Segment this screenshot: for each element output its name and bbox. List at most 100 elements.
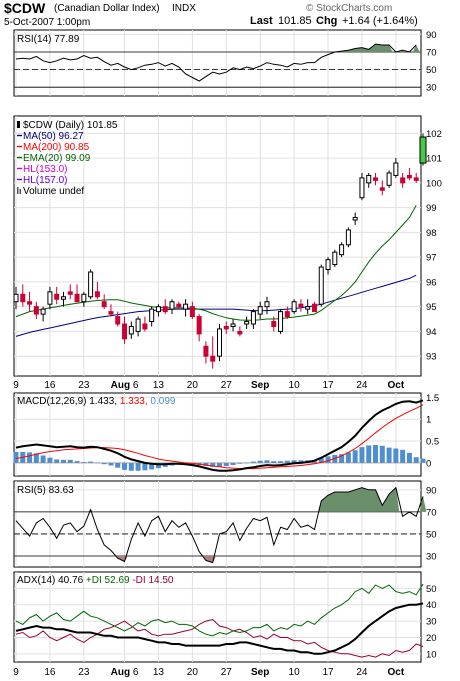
candle-body <box>108 311 114 315</box>
adx-ytick-label: 50 <box>426 584 437 595</box>
candle-body <box>210 355 216 362</box>
candle-body <box>271 321 277 327</box>
candle-body <box>237 330 243 335</box>
macd-histogram-bar <box>142 462 148 471</box>
candle-body <box>155 306 161 313</box>
candle-body <box>400 177 406 184</box>
x-axis-label-bottom: 23 <box>78 667 90 678</box>
x-axis-label-bottom: 13 <box>153 667 165 678</box>
macd-histogram-bar <box>250 461 256 463</box>
candle-body <box>386 172 392 186</box>
macd-histogram-bar <box>33 453 39 463</box>
x-axis-label-top: 24 <box>356 380 368 391</box>
rsi5-overbought-fill <box>419 496 427 512</box>
rsi5-ytick-label: 70 <box>426 507 437 518</box>
candle-body <box>27 301 33 305</box>
x-axis-label-top: 10 <box>289 380 301 391</box>
adx-minus-di-line <box>15 618 424 658</box>
rsi14-ytick-label: 50 <box>426 65 437 76</box>
candle-body <box>366 174 372 184</box>
macd-histogram-bar <box>352 450 358 463</box>
x-axis-label-bottom: 17 <box>322 667 334 678</box>
rsi5-overbought-fill <box>317 487 400 512</box>
candle-body <box>373 177 379 181</box>
candle-body-last <box>419 136 427 164</box>
macd-histogram-bar <box>359 447 365 463</box>
price-ytick-label: 94 <box>426 327 437 338</box>
macd-histogram-bar <box>115 462 121 468</box>
x-axis-label-bottom: Oct <box>388 667 405 678</box>
candle-body <box>101 301 107 308</box>
candle-body <box>60 296 66 300</box>
macd-histogram-bar <box>67 459 73 463</box>
price-legend-swatch <box>17 121 20 128</box>
macd-histogram-bar <box>325 456 331 463</box>
candle-body <box>311 303 317 313</box>
candle-body <box>291 301 297 313</box>
price-legend-entry: MA(200) 90.85 <box>23 142 90 153</box>
price-legend-entry: HL(153.0) <box>23 164 67 175</box>
x-axis-label-top: 23 <box>78 380 90 391</box>
candle-body <box>413 177 419 181</box>
x-axis-label-top: 16 <box>44 380 56 391</box>
candle-body <box>318 266 324 305</box>
macd-histogram-bar <box>13 451 19 463</box>
candle-body <box>169 301 175 310</box>
macd-histogram-bar <box>264 460 270 463</box>
macd-histogram-bar <box>298 460 304 463</box>
ma50-line <box>15 274 417 337</box>
price-legend-entry: EMA(20) 99.09 <box>23 153 91 164</box>
rsi5-series-line <box>15 486 424 564</box>
macd-histogram-bar <box>237 462 243 464</box>
price-ytick-label: 99 <box>426 203 437 214</box>
x-axis-label-top: 13 <box>153 380 165 391</box>
candle-body <box>162 306 168 313</box>
candle-body <box>257 306 263 315</box>
macd-histogram-bar <box>223 462 229 466</box>
rsi14-overbought-fill <box>412 45 420 52</box>
macd-histogram-bar <box>230 462 236 466</box>
symbol: $CDW <box>4 0 46 16</box>
volume-legend-swatch <box>17 187 19 194</box>
candle-body <box>352 217 358 221</box>
candle-body <box>339 244 345 256</box>
macd-histogram-bar <box>420 458 426 463</box>
rsi14-ytick-label: 30 <box>426 83 437 94</box>
candle-body <box>393 162 399 176</box>
candle-body <box>128 325 134 335</box>
rsi14-overbought-fill <box>399 50 406 52</box>
macd-histogram-bar <box>128 462 134 471</box>
volume-legend-swatch <box>19 189 21 194</box>
candle-body <box>142 323 148 330</box>
macd-histogram-bar <box>373 444 379 463</box>
candle-body <box>40 308 46 315</box>
macd-histogram-bar <box>406 452 412 463</box>
macd-histogram-bar <box>155 462 161 469</box>
candle-body <box>217 328 222 357</box>
x-axis-label-top: Oct <box>388 380 405 391</box>
adx-ytick-label: 20 <box>426 633 437 644</box>
price-legend-entry: MA(50) 96.27 <box>23 131 84 142</box>
macd-histogram-bar <box>108 462 114 466</box>
candle-body <box>47 291 53 305</box>
macd-histogram-bar <box>318 458 324 463</box>
x-axis-label-bottom: Sep <box>251 667 269 678</box>
macd-ytick-label: 0.5 <box>426 437 439 448</box>
datetime: 5-Oct-2007 1:00pm <box>4 17 91 28</box>
candle-body <box>13 293 19 303</box>
macd-legend: MACD(12,26,9) 1.433, 1.333, 0.099 <box>17 396 176 407</box>
price-ytick-label: 97 <box>426 253 437 264</box>
x-axis-label-top: 20 <box>187 380 199 391</box>
x-axis-label-top: Aug 6 <box>111 380 139 391</box>
candle-body <box>33 306 39 315</box>
macd-histogram-bar <box>284 460 290 463</box>
macd-histogram-bar <box>386 447 392 463</box>
candle-body <box>20 293 26 303</box>
candle-body <box>250 311 256 325</box>
macd-histogram-bar <box>278 461 284 463</box>
chg-value: +1.64 (+1.64%) <box>342 15 418 27</box>
price-ytick-label: 101 <box>426 154 442 165</box>
chart-header: $CDW (Canadian Dollar Index) INDX 5-Oct-… <box>0 0 460 30</box>
candle-body <box>115 316 121 325</box>
